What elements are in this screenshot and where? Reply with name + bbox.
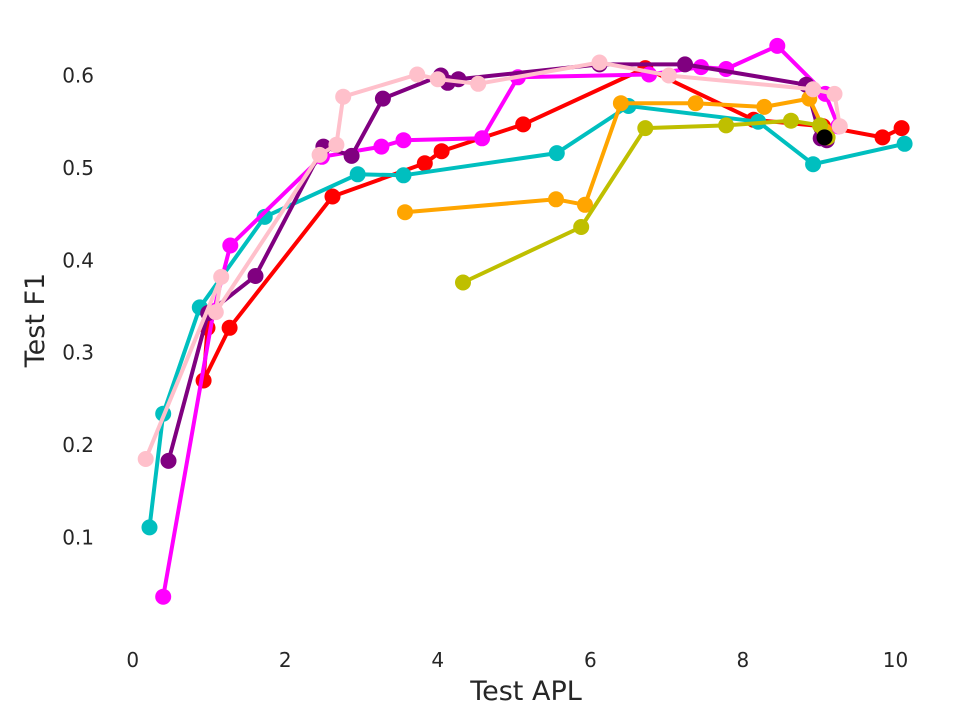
x-tick-label: 4 bbox=[431, 648, 444, 672]
data-point bbox=[718, 117, 735, 134]
y-tick-label: 0.1 bbox=[62, 526, 94, 550]
data-point bbox=[474, 130, 491, 147]
data-point bbox=[395, 132, 412, 149]
data-point bbox=[805, 81, 822, 98]
series-6 bbox=[816, 129, 833, 146]
y-tick-label: 0.6 bbox=[62, 64, 94, 88]
y-tick-label: 0.3 bbox=[62, 341, 94, 365]
data-point bbox=[335, 88, 352, 105]
data-point bbox=[756, 98, 773, 115]
data-point bbox=[160, 452, 177, 469]
data-point bbox=[409, 66, 426, 83]
data-point bbox=[637, 120, 654, 137]
x-tick-label: 8 bbox=[737, 648, 750, 672]
data-point bbox=[141, 519, 158, 536]
data-point bbox=[548, 145, 565, 162]
x-tick-label: 2 bbox=[279, 648, 292, 672]
data-point bbox=[874, 129, 891, 146]
data-point bbox=[429, 71, 446, 88]
data-point bbox=[374, 90, 391, 107]
data-point bbox=[137, 451, 154, 467]
data-point bbox=[515, 116, 532, 133]
series-4 bbox=[397, 90, 833, 221]
data-point bbox=[395, 167, 412, 184]
series-line bbox=[143, 60, 842, 460]
data-point bbox=[324, 188, 341, 205]
data-point bbox=[455, 274, 471, 291]
data-point bbox=[677, 56, 693, 73]
data-point bbox=[812, 117, 828, 134]
data-point bbox=[222, 237, 239, 254]
plot-area bbox=[137, 37, 913, 605]
data-point bbox=[612, 95, 629, 112]
data-point bbox=[213, 268, 230, 285]
data-point bbox=[896, 135, 913, 152]
data-point bbox=[893, 120, 910, 137]
x-tick-label: 10 bbox=[883, 648, 908, 672]
y-tick-label: 0.4 bbox=[62, 248, 94, 272]
data-point bbox=[687, 95, 704, 112]
series-7 bbox=[137, 54, 848, 467]
data-point bbox=[783, 112, 799, 129]
data-point bbox=[397, 204, 413, 221]
y-axis-ticks: 0.1 0.2 0.3 0.4 0.5 0.6 bbox=[62, 64, 94, 550]
data-point bbox=[660, 67, 677, 84]
x-axis-ticks: 0 2 4 6 8 10 bbox=[126, 648, 908, 672]
data-point bbox=[416, 155, 433, 172]
data-point bbox=[433, 143, 450, 160]
data-point bbox=[207, 304, 224, 321]
y-tick-label: 0.5 bbox=[62, 156, 94, 180]
series-line bbox=[201, 66, 903, 383]
data-point bbox=[470, 75, 487, 92]
data-point bbox=[548, 191, 564, 208]
data-point bbox=[311, 146, 328, 163]
series-line bbox=[147, 104, 906, 528]
series-0 bbox=[195, 60, 910, 389]
data-point bbox=[573, 219, 590, 235]
y-axis-label: Test F1 bbox=[20, 273, 51, 368]
x-tick-label: 6 bbox=[584, 648, 597, 672]
data-point bbox=[831, 118, 848, 135]
data-point bbox=[328, 136, 345, 153]
data-point bbox=[769, 37, 786, 54]
data-point bbox=[349, 166, 366, 183]
x-tick-label: 0 bbox=[126, 648, 139, 672]
data-point bbox=[805, 156, 822, 173]
data-point bbox=[591, 54, 608, 71]
series-1 bbox=[141, 98, 913, 536]
data-point bbox=[826, 85, 843, 102]
data-point bbox=[343, 147, 360, 164]
data-point bbox=[155, 588, 172, 605]
data-point bbox=[816, 129, 833, 146]
x-axis-label: Test APL bbox=[469, 676, 582, 707]
data-point bbox=[373, 138, 390, 155]
data-point bbox=[221, 319, 238, 336]
series-line bbox=[161, 43, 841, 598]
data-point bbox=[247, 268, 264, 284]
y-tick-label: 0.2 bbox=[62, 433, 94, 457]
data-point bbox=[256, 208, 273, 225]
data-point bbox=[577, 196, 593, 213]
